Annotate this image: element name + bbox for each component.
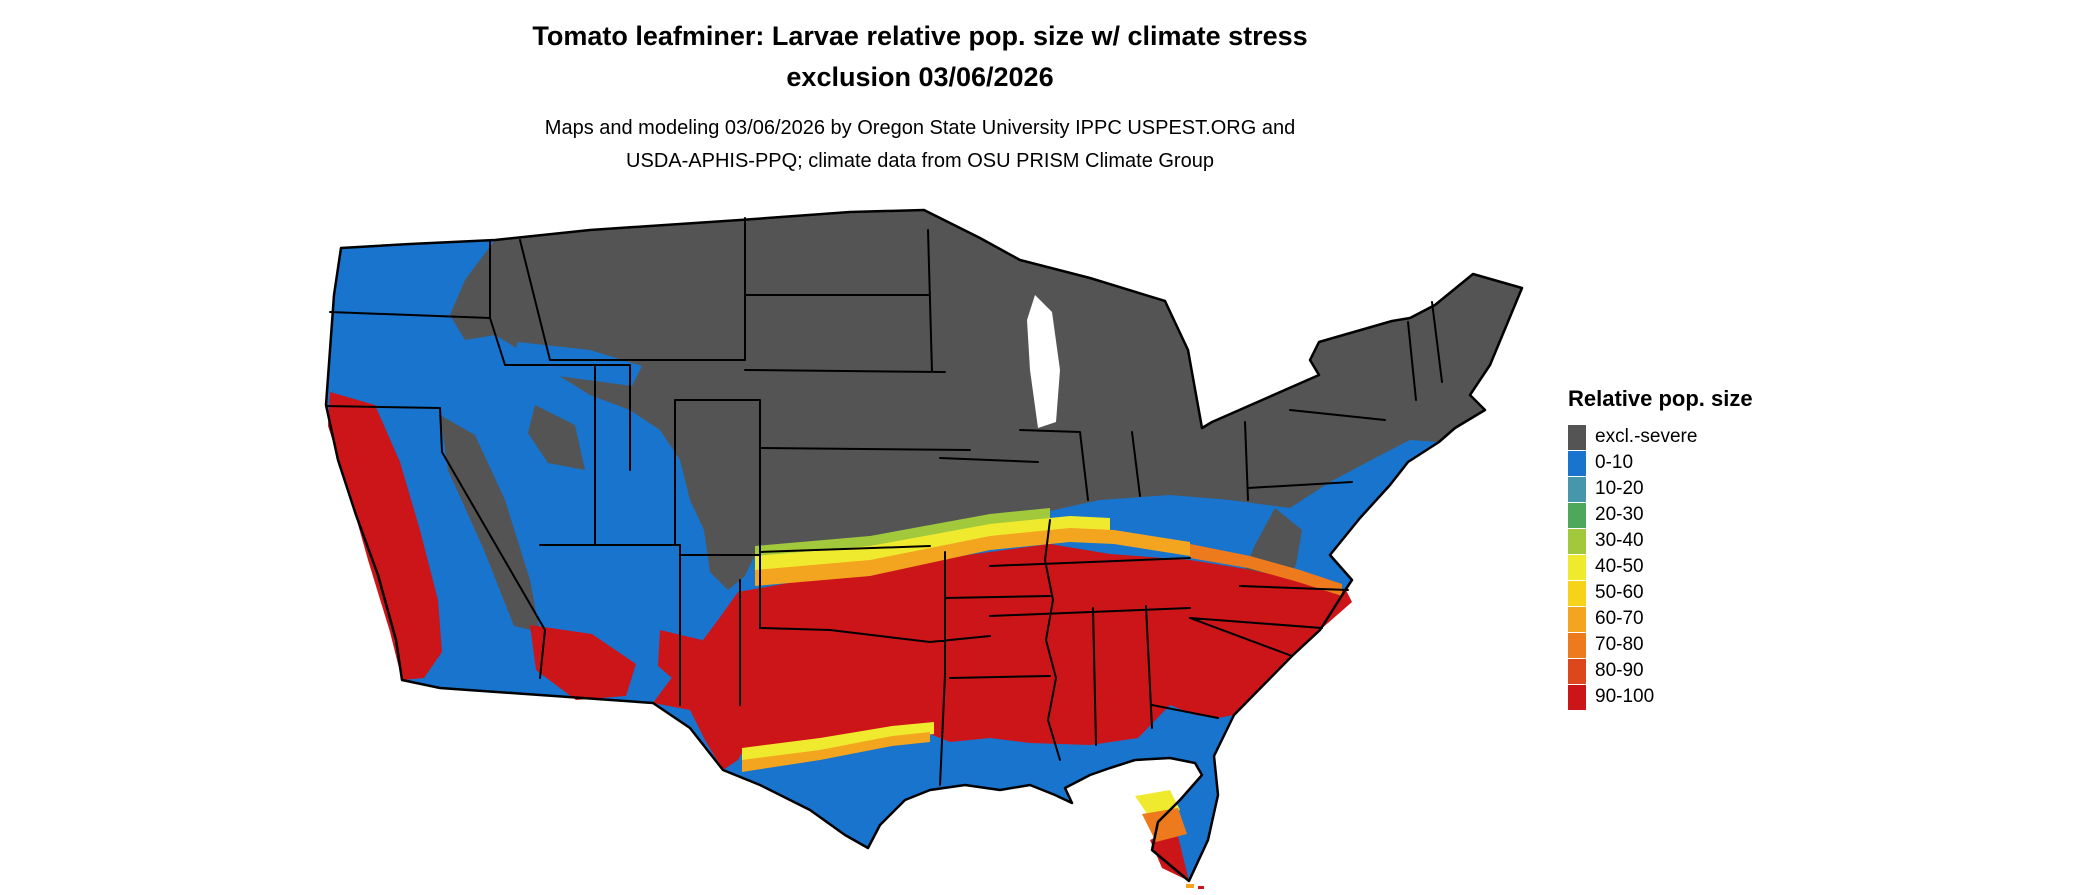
legend-items: excl.-severe 0-10 10-20 20-30 30-40 40-5… — [1568, 424, 1848, 710]
legend-label: 30-40 — [1595, 530, 1644, 551]
map-band-60-70 — [742, 528, 1194, 888]
legend-label: 10-20 — [1595, 478, 1644, 499]
legend-label: 60-70 — [1595, 608, 1644, 629]
map-band-70-80 — [1142, 544, 1342, 842]
legend-label: 80-90 — [1595, 660, 1644, 681]
map-title-line1: Tomato leafminer: Larvae relative pop. s… — [532, 21, 1308, 51]
legend-row: 10-20 — [1568, 476, 1848, 502]
map-band-30-40 — [755, 508, 1050, 558]
legend-row: 50-60 — [1568, 580, 1848, 606]
legend-label: 90-100 — [1595, 686, 1655, 707]
legend-swatch — [1568, 502, 1586, 528]
legend-row: excl.-severe — [1568, 424, 1848, 450]
legend-label: 40-50 — [1595, 556, 1644, 577]
legend-swatch — [1568, 580, 1586, 606]
legend-swatch — [1568, 632, 1586, 658]
legend-swatch — [1568, 450, 1586, 476]
map-region-high — [328, 392, 1352, 889]
legend-swatch — [1568, 554, 1586, 580]
legend-label: 0-10 — [1595, 452, 1634, 473]
legend-row: 70-80 — [1568, 632, 1848, 658]
us-risk-map — [290, 200, 1540, 890]
us-map-svg — [324, 208, 1524, 889]
legend-label: 20-30 — [1595, 504, 1644, 525]
legend-row: 30-40 — [1568, 528, 1848, 554]
legend-row: 20-30 — [1568, 502, 1848, 528]
legend-swatch — [1568, 424, 1586, 450]
map-subtitle-line1: Maps and modeling 03/06/2026 by Oregon S… — [544, 117, 1296, 139]
legend-row: 0-10 — [1568, 450, 1848, 476]
legend-row: 80-90 — [1568, 658, 1848, 684]
legend-swatch — [1568, 528, 1586, 554]
legend-label: 50-60 — [1595, 582, 1644, 603]
map-subtitle-line2: USDA-APHIS-PPQ; climate data from OSU PR… — [626, 150, 1214, 172]
legend: Relative pop. size excl.-severe 0-10 10-… — [1568, 386, 1848, 710]
legend-swatch — [1568, 684, 1586, 710]
map-subtitle: Maps and modeling 03/06/2026 by Oregon S… — [0, 112, 1840, 178]
map-title-line2: exclusion 03/06/2026 — [786, 62, 1054, 92]
legend-label: 70-80 — [1595, 634, 1644, 655]
lake-michigan — [1027, 295, 1060, 428]
us-outline — [324, 208, 1524, 883]
legend-swatch — [1568, 606, 1586, 632]
state-boundaries — [325, 217, 1443, 786]
legend-label: excl.-severe — [1595, 426, 1698, 447]
legend-row: 60-70 — [1568, 606, 1848, 632]
legend-title: Relative pop. size — [1568, 386, 1753, 411]
legend-row: 40-50 — [1568, 554, 1848, 580]
map-header: Tomato leafminer: Larvae relative pop. s… — [0, 16, 1840, 178]
legend-swatch — [1568, 658, 1586, 684]
legend-row: 90-100 — [1568, 684, 1848, 710]
legend-swatch — [1568, 476, 1586, 502]
